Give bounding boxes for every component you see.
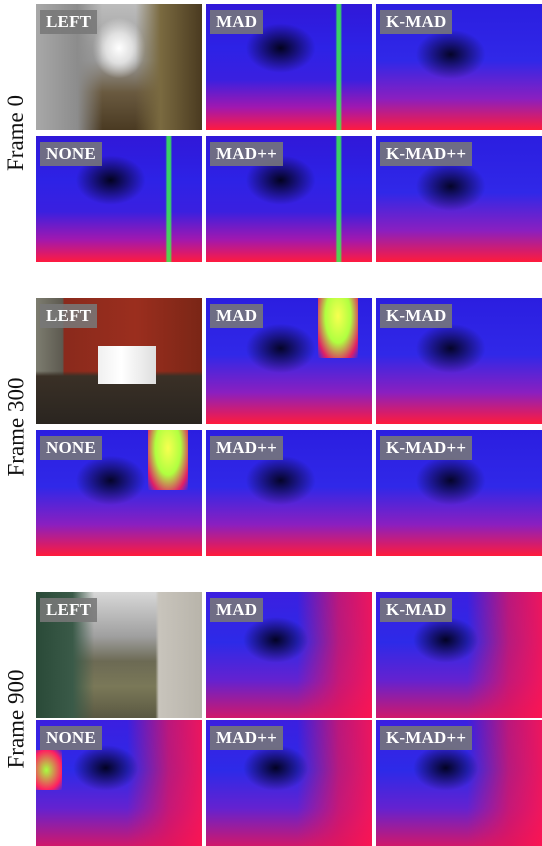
tile-label: MAD++ [210,726,283,750]
tile-label: NONE [40,726,102,750]
image-frame300-kmad: K-MAD [376,298,542,424]
frame-label-0: Frame 0 [2,4,30,262]
image-frame900-mad: MAD [206,592,372,718]
frame-label-900-text: Frame 900 [3,669,29,769]
image-frame900-left: LEFT [36,592,202,718]
image-frame900-none: NONE [36,720,202,846]
image-frame300-none: NONE [36,430,202,556]
image-frame900-kmadpp: K-MAD++ [376,720,542,846]
tile-label: LEFT [40,598,98,622]
tile-label: MAD++ [210,142,283,166]
tile-label: K-MAD [380,598,453,622]
tile-label: K-MAD++ [380,436,473,460]
image-frame300-left: LEFT [36,298,202,424]
frame-label-300: Frame 300 [2,298,30,556]
image-frame300-kmadpp: K-MAD++ [376,430,542,556]
frame-label-0-text: Frame 0 [3,94,29,172]
tile-label: NONE [40,142,102,166]
image-frame0-left: LEFT [36,4,202,130]
image-frame300-madpp: MAD++ [206,430,372,556]
tile-label: K-MAD [380,10,453,34]
tile-label: K-MAD [380,304,453,328]
tile-label: MAD [210,10,264,34]
image-frame0-madpp: MAD++ [206,136,372,262]
tile-label: LEFT [40,10,98,34]
image-frame0-kmad: K-MAD [376,4,542,130]
tile-label: LEFT [40,304,98,328]
image-frame0-mad: MAD [206,4,372,130]
image-frame900-kmad: K-MAD [376,592,542,718]
tile-label: MAD [210,598,264,622]
image-frame0-none: NONE [36,136,202,262]
tile-label: K-MAD++ [380,142,473,166]
tile-label: MAD++ [210,436,283,460]
image-frame900-madpp: MAD++ [206,720,372,846]
tile-label: NONE [40,436,102,460]
image-frame300-mad: MAD [206,298,372,424]
tile-label: MAD [210,304,264,328]
frame-label-300-text: Frame 300 [3,377,29,477]
image-frame0-kmadpp: K-MAD++ [376,136,542,262]
tile-label: K-MAD++ [380,726,473,750]
frame-label-900: Frame 900 [2,592,30,846]
